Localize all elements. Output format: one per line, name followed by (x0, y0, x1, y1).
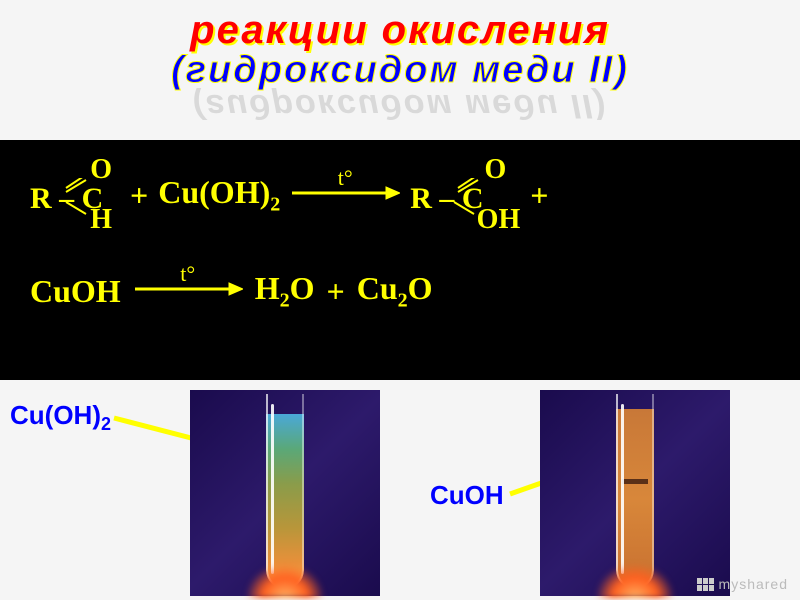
test-tube-2 (616, 394, 654, 589)
equation-1: R – C O H + Cu(OH)2 t° R – C (30, 160, 548, 230)
test-tube-photo-2 (540, 390, 730, 596)
flame-icon (245, 563, 325, 598)
product-cu2o: Cu2O (357, 270, 433, 312)
title-reflection: (гидроксидом меди II) (0, 86, 800, 125)
single-bond-icon (452, 200, 476, 216)
double-bond-icon (456, 178, 480, 194)
carboxylic-acid-structure: R – C O OH (410, 160, 520, 230)
double-bond-icon (64, 178, 88, 194)
product-h2o: H2O (255, 270, 315, 312)
label-cuoh2: Cu(OH)2 (10, 400, 111, 435)
aldehyde-structure: R – C O H (30, 160, 120, 230)
reactant-cuoh2: Cu(OH)2 (158, 174, 280, 216)
watermark-grid-icon (697, 578, 715, 592)
reaction-arrow-2: t° (133, 279, 243, 304)
test-tube-1 (266, 394, 304, 589)
test-tube-photo-1 (190, 390, 380, 596)
plus-sign: + (326, 273, 344, 310)
plus-sign: + (130, 177, 148, 214)
reactant-cuoh: CuOH (30, 273, 121, 310)
single-bond-icon (64, 200, 88, 216)
plus-sign: + (530, 177, 548, 214)
equation-panel: R – C O H + Cu(OH)2 t° R – C (0, 140, 800, 380)
title-line-1: реакции окисления (0, 8, 800, 53)
flame-icon (595, 563, 675, 598)
slide-title: реакции окисления (гидроксидом меди II) … (0, 8, 800, 125)
label-cuoh: CuOH (430, 480, 504, 511)
reaction-arrow-1: t° (290, 183, 400, 208)
equation-2: CuOH t° H2O + Cu2O (30, 270, 433, 312)
watermark: myshared (697, 576, 788, 592)
